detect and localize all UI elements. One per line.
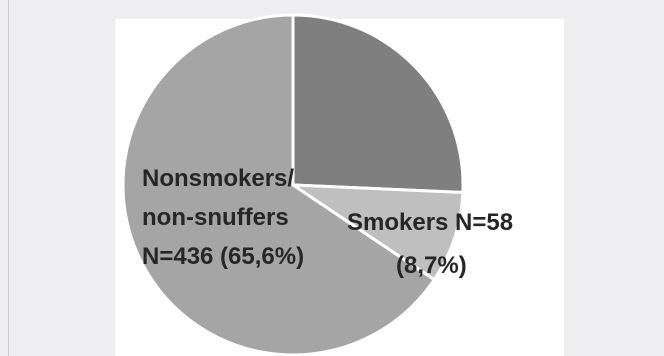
smokers-label-line-2: (8,7%) — [396, 252, 467, 279]
nonsmokers-label-line-3: N=436 (65,6%) — [142, 243, 304, 270]
nonsmokers-label-line-1: Nonsmokers/ — [142, 165, 294, 192]
smokers-label-line-1: Smokers N=58 — [347, 209, 513, 236]
left-divider — [8, 0, 9, 356]
pie-slice-nonsmokers — [121, 13, 437, 356]
nonsmokers-label-line-2: non-snuffers — [142, 204, 289, 231]
pie-slice-smokers — [287, 183, 465, 282]
smokers-label: Smokers N=58 (8,7%) — [347, 209, 520, 279]
pie-slices — [121, 13, 465, 356]
pie-labels: Nonsmokers/ non-snuffers N=436 (65,6%) S… — [142, 165, 520, 279]
pie-slice-other — [291, 13, 465, 195]
nonsmokers-label: Nonsmokers/ non-snuffers N=436 (65,6%) — [142, 165, 304, 270]
